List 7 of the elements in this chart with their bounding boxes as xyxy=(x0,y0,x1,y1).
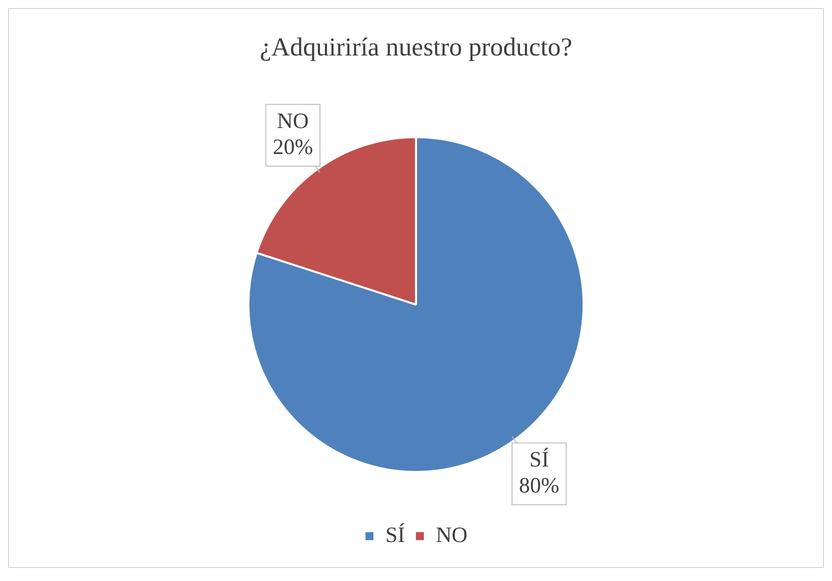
legend-label: SÍ xyxy=(385,522,405,547)
slice-label: SÍ xyxy=(529,446,549,472)
legend-label: NO xyxy=(436,522,468,547)
chart-title: ¿Adquiriría nuestro producto? xyxy=(260,32,572,62)
data-label: 20% xyxy=(272,134,313,159)
slice-label: NO xyxy=(277,108,309,134)
data-label: 80% xyxy=(519,472,560,498)
